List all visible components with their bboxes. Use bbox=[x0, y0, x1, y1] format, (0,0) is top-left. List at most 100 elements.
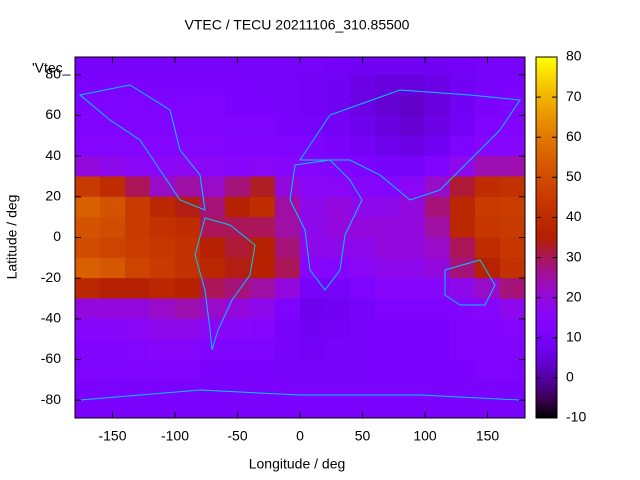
x-tick-label: -150 bbox=[98, 428, 126, 444]
heat-cell bbox=[300, 57, 326, 76]
heat-cell bbox=[350, 237, 376, 259]
x-tick-label: 100 bbox=[413, 428, 437, 444]
heat-cell bbox=[125, 359, 151, 381]
heat-cell bbox=[250, 57, 276, 76]
heat-cell bbox=[275, 196, 301, 218]
colorbar-tick-label: 80 bbox=[566, 48, 582, 64]
heat-cell bbox=[275, 379, 301, 401]
heat-cell bbox=[250, 257, 276, 279]
heat-cell bbox=[475, 217, 501, 238]
heat-cell bbox=[250, 115, 276, 137]
heat-cell bbox=[175, 217, 201, 238]
heat-cell bbox=[500, 339, 525, 361]
heat-cell bbox=[350, 135, 376, 157]
colorbar-tick-label: 40 bbox=[566, 208, 582, 224]
heat-cell bbox=[250, 298, 276, 320]
heat-cell bbox=[100, 135, 126, 157]
heat-cell bbox=[500, 359, 525, 381]
heat-cell bbox=[350, 359, 376, 381]
heat-cell bbox=[100, 400, 126, 418]
heat-cell bbox=[275, 57, 301, 76]
heat-cell bbox=[475, 400, 501, 418]
heat-cell bbox=[475, 57, 501, 76]
heat-cell bbox=[400, 95, 426, 116]
heat-cell bbox=[275, 135, 301, 157]
heat-cell bbox=[375, 156, 401, 177]
heat-cell bbox=[200, 196, 226, 218]
heat-cell bbox=[175, 196, 201, 218]
heat-cell bbox=[325, 278, 351, 300]
heat-cell bbox=[475, 237, 501, 259]
heat-cell bbox=[375, 359, 401, 381]
heat-cell bbox=[475, 318, 501, 340]
y-axis-label: Latitude / deg bbox=[4, 195, 20, 280]
heat-cell bbox=[150, 400, 176, 418]
heat-cell bbox=[275, 359, 301, 381]
heat-cell bbox=[275, 318, 301, 340]
heat-cell bbox=[250, 359, 276, 381]
heat-cell bbox=[425, 278, 451, 300]
heat-cell bbox=[125, 95, 151, 116]
heat-cell bbox=[500, 278, 525, 300]
heat-cell bbox=[300, 400, 326, 418]
y-tick-label: 80 bbox=[45, 65, 61, 81]
heat-cell bbox=[250, 379, 276, 401]
heat-cell bbox=[200, 74, 226, 96]
heat-cell bbox=[450, 318, 476, 340]
heat-cell bbox=[150, 196, 176, 218]
heat-cell bbox=[500, 156, 525, 177]
heat-cell bbox=[125, 74, 151, 96]
heat-cell bbox=[150, 135, 176, 157]
heat-cell bbox=[150, 237, 176, 259]
heat-cell bbox=[350, 298, 376, 320]
colorbar-tick-label: 10 bbox=[566, 328, 582, 344]
heat-cell bbox=[150, 115, 176, 137]
heat-cell bbox=[350, 400, 376, 418]
heat-cell bbox=[325, 359, 351, 381]
heat-cell bbox=[125, 379, 151, 401]
heat-cell bbox=[225, 217, 251, 238]
heat-cell bbox=[275, 74, 301, 96]
x-tick-label: -50 bbox=[227, 428, 247, 444]
heat-cell bbox=[75, 400, 101, 418]
y-tick-label: -80 bbox=[41, 391, 61, 407]
heat-cell bbox=[100, 217, 126, 238]
heat-cell bbox=[300, 156, 326, 177]
heat-cell bbox=[450, 196, 476, 218]
heat-cell bbox=[75, 217, 101, 238]
colorbar bbox=[535, 56, 558, 419]
coastlines bbox=[78, 84, 521, 401]
heat-cell bbox=[150, 74, 176, 96]
heat-cell bbox=[475, 278, 501, 300]
heat-cell bbox=[350, 339, 376, 361]
heat-cell bbox=[200, 237, 226, 259]
heat-cell bbox=[175, 359, 201, 381]
heat-cell bbox=[425, 115, 451, 137]
heat-cell bbox=[200, 339, 226, 361]
heat-cell bbox=[425, 339, 451, 361]
heat-cell bbox=[325, 95, 351, 116]
heat-cell bbox=[125, 339, 151, 361]
heat-cell bbox=[475, 257, 501, 279]
heat-cell bbox=[75, 339, 101, 361]
heat-cell bbox=[150, 318, 176, 340]
heat-cell bbox=[125, 176, 151, 198]
heat-cell bbox=[175, 379, 201, 401]
heat-cell bbox=[425, 400, 451, 418]
heat-cell bbox=[500, 257, 525, 279]
heat-cell bbox=[275, 237, 301, 259]
heat-cell bbox=[375, 176, 401, 198]
colorbar-tick-label: 20 bbox=[566, 288, 582, 304]
heat-cell bbox=[500, 237, 525, 259]
heat-cell bbox=[425, 95, 451, 116]
heat-cell bbox=[300, 237, 326, 259]
heat-cell bbox=[500, 318, 525, 340]
heat-cell bbox=[375, 57, 401, 76]
heat-cell bbox=[300, 135, 326, 157]
heat-cell bbox=[200, 57, 226, 76]
heat-cell bbox=[500, 298, 525, 320]
heat-cell bbox=[125, 135, 151, 157]
heat-cell bbox=[325, 379, 351, 401]
heat-cell bbox=[350, 278, 376, 300]
heat-cell bbox=[400, 237, 426, 259]
